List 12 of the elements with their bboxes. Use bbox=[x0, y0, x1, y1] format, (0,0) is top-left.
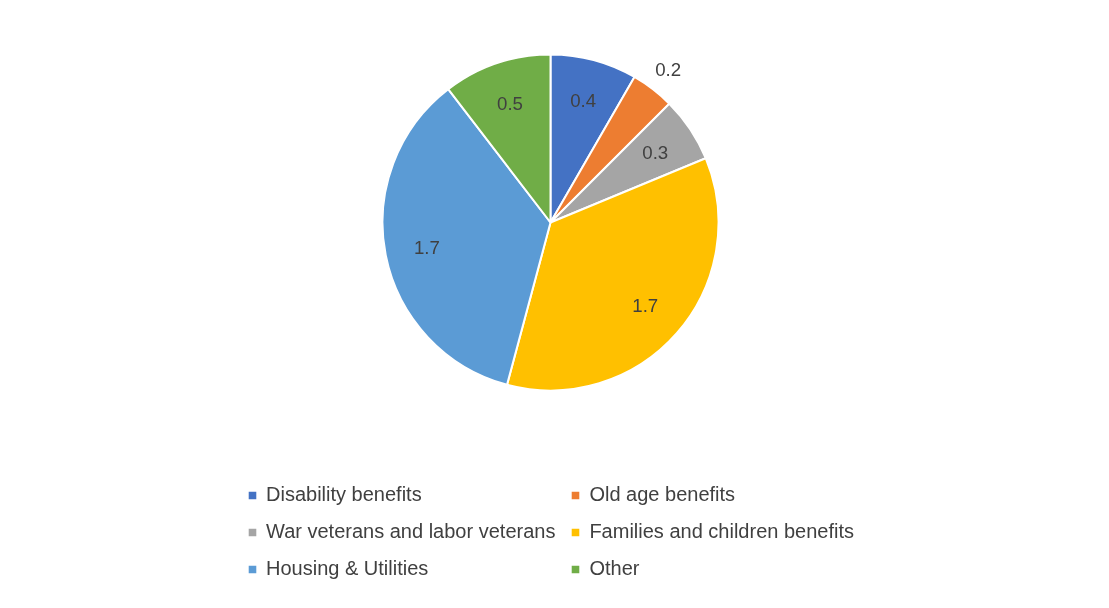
data-label: 0.5 bbox=[497, 92, 523, 114]
data-label: 0.4 bbox=[570, 90, 597, 112]
data-label: 1.7 bbox=[632, 295, 659, 317]
legend-label: Housing & Utilities bbox=[266, 557, 429, 580]
legend-label: Disability benefits bbox=[266, 483, 422, 506]
legend-label: Old age benefits bbox=[589, 483, 736, 506]
data-label: 1.7 bbox=[413, 236, 440, 258]
data-label: 0.3 bbox=[642, 142, 669, 163]
legend-label: Other bbox=[589, 557, 640, 580]
data-label: 0.2 bbox=[655, 58, 682, 80]
legend-label: War veterans and labor veterans bbox=[266, 520, 556, 543]
legend-label: Families and children benefits bbox=[589, 520, 854, 543]
